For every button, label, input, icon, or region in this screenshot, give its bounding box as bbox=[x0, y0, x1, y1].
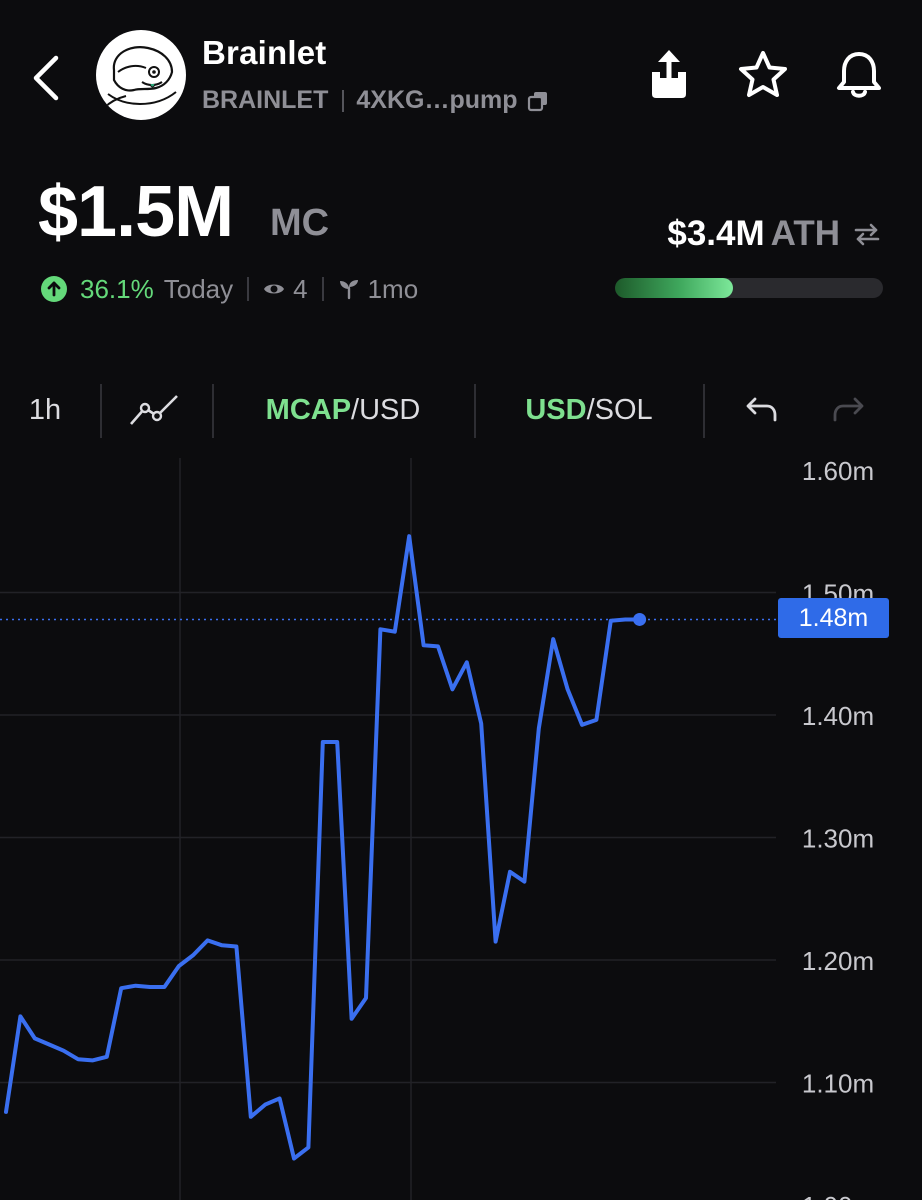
y-axis-tick-label: 1.00m bbox=[802, 1191, 874, 1200]
arrow-up-circle-icon bbox=[41, 276, 67, 302]
metric-active: MCAP bbox=[265, 393, 352, 426]
last-price-point bbox=[633, 612, 647, 626]
swap-icon[interactable] bbox=[852, 219, 882, 249]
share-button[interactable] bbox=[640, 46, 698, 104]
token-age: 1mo bbox=[367, 273, 419, 304]
sprout-icon bbox=[339, 280, 358, 300]
price-series-line bbox=[4, 534, 642, 1161]
price-change-percent: 36.1% bbox=[80, 273, 154, 304]
y-axis-tick-label: 1.30m bbox=[802, 824, 874, 854]
y-axis-tick-label: 1.20m bbox=[802, 946, 874, 976]
undo-icon bbox=[746, 397, 777, 422]
stats-row: 36.1% Today 4 1mo bbox=[40, 272, 418, 306]
stats-divider bbox=[247, 277, 250, 301]
quote-rest: /SOL bbox=[586, 393, 653, 426]
stats-divider bbox=[321, 277, 324, 301]
toolbar-divider bbox=[474, 384, 476, 438]
market-cap-label: MC bbox=[270, 202, 330, 244]
ath-progress-fill bbox=[615, 278, 733, 298]
token-subtitle: BRAINLET 4XKG…pump bbox=[202, 86, 550, 115]
copy-icon[interactable] bbox=[526, 89, 550, 113]
favorite-button[interactable] bbox=[734, 46, 792, 104]
eye-icon bbox=[264, 284, 285, 294]
bell-icon bbox=[837, 52, 881, 98]
chart-type-button[interactable] bbox=[120, 382, 192, 438]
y-axis-tick-label: 1.10m bbox=[802, 1069, 874, 1099]
y-axis-tick-label: 1.60m bbox=[802, 456, 874, 486]
current-price-tag: 1.48m bbox=[778, 598, 889, 638]
undo-button[interactable] bbox=[726, 382, 792, 438]
alerts-button[interactable] bbox=[830, 46, 888, 104]
ath-row: $3.4M ATH bbox=[667, 214, 882, 254]
interval-selector[interactable]: 1h bbox=[28, 393, 62, 426]
toolbar-divider bbox=[100, 384, 102, 438]
ath-progress-bar bbox=[615, 278, 883, 298]
back-button[interactable] bbox=[22, 50, 72, 106]
price-change-period: Today bbox=[163, 273, 234, 304]
token-avatar bbox=[96, 30, 186, 120]
chart-toolbar: 1h MCAP/USD USD/SOL bbox=[0, 382, 922, 438]
redo-icon bbox=[833, 397, 864, 422]
toolbar-divider bbox=[212, 384, 214, 438]
ath-value: $3.4M bbox=[667, 214, 765, 253]
redo-button[interactable] bbox=[818, 382, 884, 438]
market-cap-value: $1.5M bbox=[38, 172, 234, 252]
ath-label: ATH bbox=[770, 214, 840, 253]
quote-active: USD bbox=[525, 393, 587, 426]
metric-rest: /USD bbox=[351, 393, 421, 426]
toolbar-divider bbox=[703, 384, 705, 438]
quote-toggle[interactable]: USD/SOL bbox=[494, 382, 684, 438]
token-address[interactable]: 4XKG…pump bbox=[356, 86, 518, 114]
brainlet-face-icon bbox=[103, 46, 177, 109]
line-chart-icon bbox=[130, 395, 178, 425]
y-axis-tick-label: 1.40m bbox=[802, 701, 874, 731]
token-name: Brainlet bbox=[202, 34, 327, 71]
watchers-count: 4 bbox=[293, 273, 308, 304]
metric-toggle[interactable]: MCAP/USD bbox=[232, 382, 454, 438]
star-icon bbox=[739, 51, 787, 97]
chevron-left-icon bbox=[33, 55, 59, 101]
subtitle-divider bbox=[342, 89, 345, 112]
share-icon bbox=[652, 50, 686, 98]
token-ticker: BRAINLET bbox=[202, 86, 329, 114]
